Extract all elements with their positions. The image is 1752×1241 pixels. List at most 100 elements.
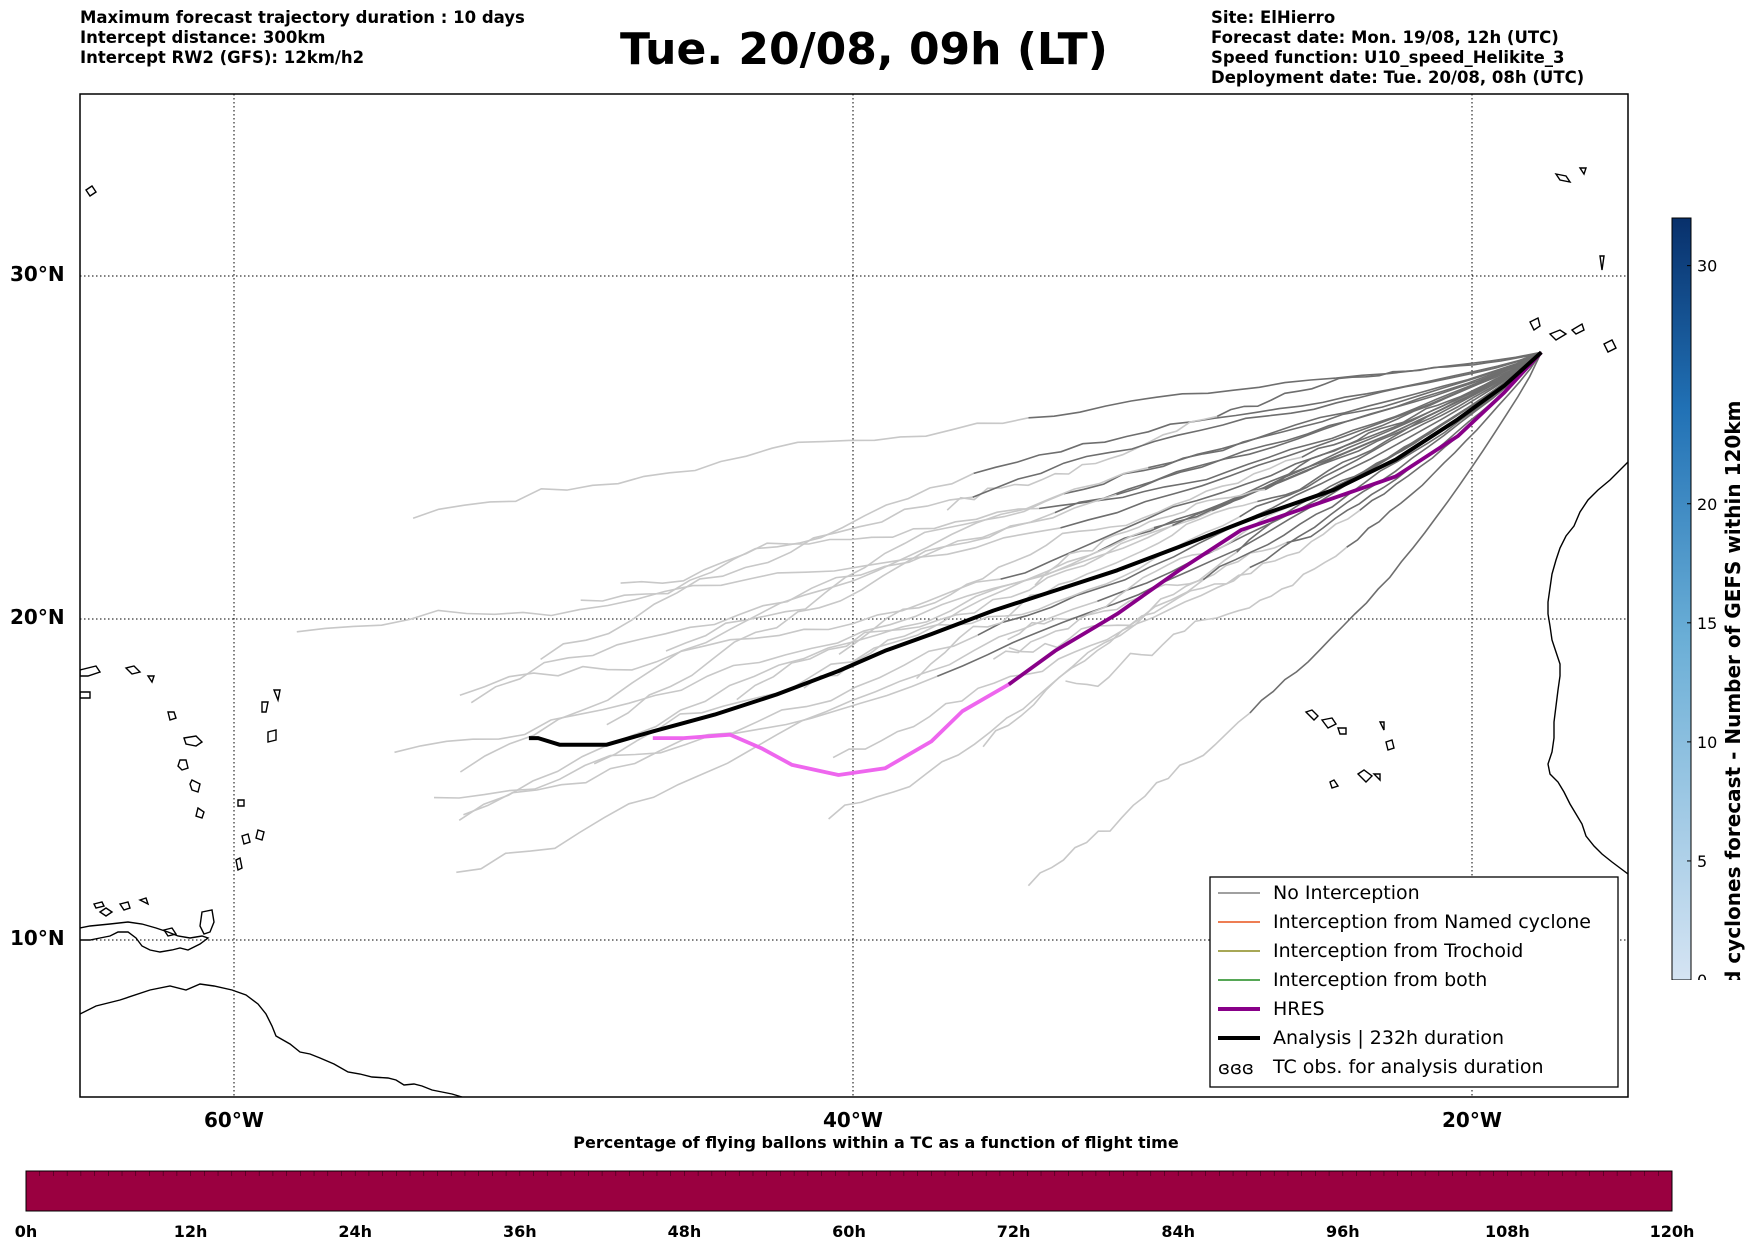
ensemble-trajectory-far (620, 507, 1040, 585)
trinidad-island (199, 909, 215, 935)
intercept-distance-text: Intercept distance: 300km (80, 28, 326, 47)
right-colorbar-tick-label: 20 (1697, 495, 1717, 514)
ensemble-trajectory-far (946, 415, 1218, 511)
islet-west (85, 185, 97, 197)
africa-coast (1547, 461, 1628, 875)
ensemble-trajectory-far (456, 600, 1098, 874)
ensemble-trajectory-far (458, 524, 1173, 821)
lon-label-40w: 40°W (823, 1108, 883, 1132)
header-info-left: Maximum forecast trajectory duration : 1… (80, 8, 525, 68)
lon-label-20w: 20°W (1442, 1108, 1502, 1132)
ensemble-trajectory-far (540, 496, 973, 661)
ensemble-trajectory-near (973, 351, 1542, 475)
lat-label-30n: 30°N (10, 262, 65, 286)
lat-label-10n: 10°N (10, 926, 65, 950)
legend-item: ɞɞɞ TC obs. for analysis duration (1218, 1056, 1544, 1079)
ensemble-trajectory-far (459, 466, 1149, 773)
ensemble-trajectory-far (394, 550, 1099, 754)
ensemble-trajectory-far (593, 526, 1155, 765)
ensemble-trajectory-far (1027, 712, 1251, 887)
leeward-3 (167, 711, 177, 721)
lat-label-20n: 20°N (10, 605, 65, 629)
legend-label: No Interception (1273, 882, 1420, 904)
canary-3 (1570, 322, 1585, 335)
ensemble-trajectory-far (296, 527, 1061, 633)
ensemble-trajectory-far (459, 578, 1001, 697)
legend-label: Analysis | 232h duration (1273, 1027, 1504, 1049)
bottom-colorbar-tick-label: 12h (174, 1222, 208, 1241)
ensemble-trajectory-near (1239, 351, 1542, 518)
bottom-colorbar-tick-label: 120h (1650, 1222, 1695, 1241)
leeward-1 (183, 735, 204, 747)
ensemble-trajectory-far (606, 493, 1117, 726)
site-text: Site: ElHierro (1211, 8, 1336, 27)
dominica (195, 806, 205, 819)
max-duration-text: Maximum forecast trajectory duration : 1… (80, 8, 525, 27)
legend-item: No Interception (1218, 882, 1420, 904)
ensemble-trajectory-near (1028, 351, 1542, 419)
ensemble-trajectory-far (1034, 488, 1266, 586)
legend-label: Interception from both (1273, 969, 1487, 991)
canary-2 (1548, 329, 1568, 341)
lon-label-60w: 60°W (204, 1108, 264, 1132)
cape-verde-8 (1372, 773, 1381, 782)
intercept-rw2-text: Intercept RW2 (GFS): 12km/h2 (80, 48, 365, 67)
cape-verde-2 (1320, 717, 1338, 729)
legend-label: TC obs. for analysis duration (1272, 1056, 1544, 1078)
legend-box (1209, 876, 1619, 1088)
bottom-colorbar-tick-label: 24h (338, 1222, 372, 1241)
right-colorbar-tick-label: 30 (1697, 257, 1717, 276)
ensemble-trajectory-far (736, 509, 1213, 701)
right-colorbar-gradient (1671, 217, 1692, 980)
cape-verde-6 (1356, 769, 1374, 783)
ensemble-trajectory-near (1038, 351, 1542, 510)
guadeloupe (189, 779, 201, 793)
ensemble-trajectory-near (1054, 351, 1542, 514)
islet-antilles-c (267, 729, 277, 743)
lesser-antilles-1 (241, 833, 251, 845)
deployment-date-text: Deployment date: Tue. 20/08, 08h (UTC) (1211, 68, 1585, 87)
caribbean-islet (255, 829, 265, 841)
cape-verde-3 (1337, 727, 1347, 735)
legend-item: HRES (1218, 998, 1325, 1020)
ensemble-trajectory-near (1346, 351, 1542, 548)
right-colorbar-tick-label: 10 (1697, 733, 1717, 752)
right-colorbar-tick-label: 5 (1697, 852, 1707, 871)
ensemble-trajectory-near (1257, 351, 1542, 503)
lesser-antilles-3 (237, 799, 245, 807)
ensemble-trajectory-near (1216, 351, 1542, 418)
bottom-colorbar-bar (25, 1170, 1673, 1212)
ensemble-trajectory-far (580, 472, 975, 602)
ensemble-trajectory-far (828, 566, 1251, 820)
bottom-colorbar-tick-label: 84h (1161, 1222, 1195, 1241)
bottom-colorbar-tick-label: 96h (1326, 1222, 1360, 1241)
bottom-colorbar-tick-label: 72h (997, 1222, 1031, 1241)
ensemble-trajectory-near (1063, 351, 1542, 495)
ensemble-trajectory-near (1264, 351, 1542, 491)
speed-function-text: Speed function: U10_speed_Helikite_3 (1211, 48, 1565, 67)
legend-item: Interception from Trochoid (1218, 940, 1523, 962)
cape-verde-1 (1304, 709, 1319, 721)
islet-antilles-a (261, 701, 269, 713)
virgin-islands (80, 665, 155, 699)
bottom-colorbar-tick-label: 48h (668, 1222, 702, 1241)
ensemble-trajectory-far (992, 493, 1318, 660)
right-colorbar: 0 5 10 15 20 30 Named cyclones forecast - Num… (1671, 217, 1745, 980)
cape-verde-4 (1378, 721, 1385, 731)
ensemble-trajectory-far (1065, 546, 1348, 688)
ensemble-trajectory-far (1008, 509, 1361, 653)
bottom-colorbar-tick-label: 108h (1485, 1222, 1530, 1241)
analysis-line (528, 350, 1543, 747)
bottom-colorbar-tick-label: 36h (503, 1222, 537, 1241)
ensemble-trajectory-far (412, 417, 1029, 520)
canary-1 (1529, 316, 1541, 332)
ensemble-trajectory-far (916, 500, 1258, 680)
ensemble-trajectory-far (982, 551, 1238, 748)
canary-4 (1603, 339, 1617, 353)
map-title: Tue. 20/08, 09h (LT) (620, 24, 1108, 75)
islet-antilles-b (272, 689, 281, 703)
ensemble-trajectory-near (1148, 351, 1542, 469)
ensemble-trajectory-near (1153, 351, 1542, 529)
cape-verde-5 (1385, 739, 1395, 751)
